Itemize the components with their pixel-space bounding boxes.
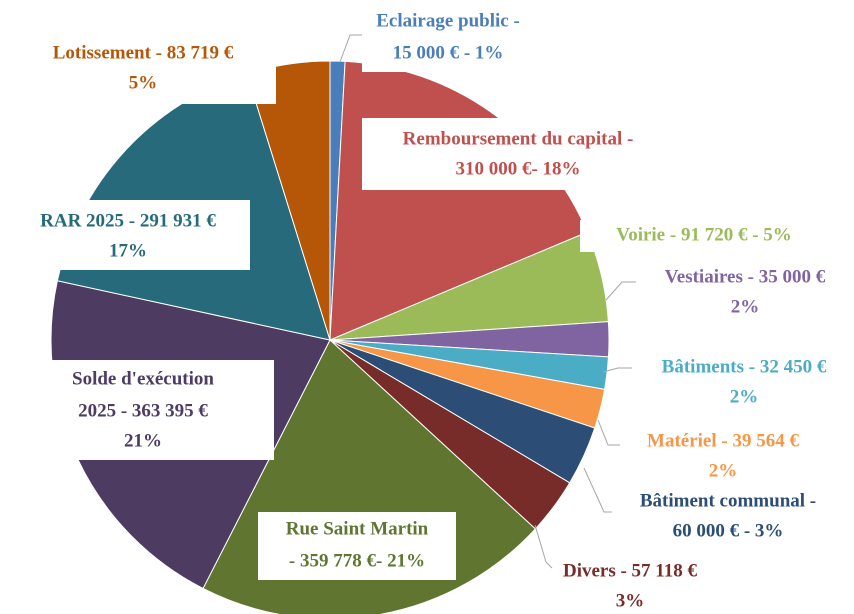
- label-background: [8, 200, 250, 270]
- data-label: Solde d'exécution: [72, 368, 214, 389]
- leader-line: [602, 367, 632, 373]
- data-label: Matériel - 39 564 €: [647, 430, 799, 451]
- data-label: 3%: [616, 590, 645, 611]
- data-label: 17%: [109, 240, 147, 261]
- data-label: Eclairage public -: [376, 10, 520, 31]
- data-label: 2%: [731, 296, 760, 317]
- data-label: Vestiaires - 35 000 €: [665, 266, 826, 287]
- label-background: [580, 220, 828, 252]
- data-label: 21%: [124, 430, 162, 451]
- leader-line: [583, 467, 612, 513]
- data-label: - 359 778 €- 21%: [289, 550, 425, 571]
- data-label: Bâtiments - 32 450 €: [662, 356, 827, 377]
- data-label: 5%: [129, 72, 158, 93]
- data-label: Remboursement du capital -: [403, 128, 634, 149]
- data-label: 60 000 € - 3%: [673, 520, 784, 541]
- data-label: Divers - 57 118 €: [563, 560, 698, 581]
- data-label: Voirie - 91 720 € - 5%: [616, 224, 792, 245]
- data-label: RAR 2025 - 291 931 €: [40, 210, 216, 231]
- data-label: Lotissement - 83 719 €: [53, 42, 234, 63]
- label-background: [362, 118, 676, 190]
- data-label: 2%: [709, 460, 738, 481]
- label-background: [10, 34, 276, 104]
- data-label: Bâtiment communal -: [640, 490, 816, 511]
- data-label: 15 000 € - 1%: [393, 42, 504, 63]
- leader-line: [534, 524, 553, 569]
- data-label: Rue Saint Martin: [286, 518, 429, 539]
- data-label: 2025 - 363 395 €: [78, 400, 208, 421]
- label-background: [362, 4, 536, 72]
- data-label: 310 000 €- 18%: [455, 158, 580, 179]
- leader-line: [605, 281, 636, 301]
- leader-line: [597, 419, 620, 446]
- label-background: [12, 360, 274, 460]
- label-background: [258, 512, 456, 580]
- data-label: 2%: [730, 386, 759, 407]
- leader-line: [339, 34, 362, 63]
